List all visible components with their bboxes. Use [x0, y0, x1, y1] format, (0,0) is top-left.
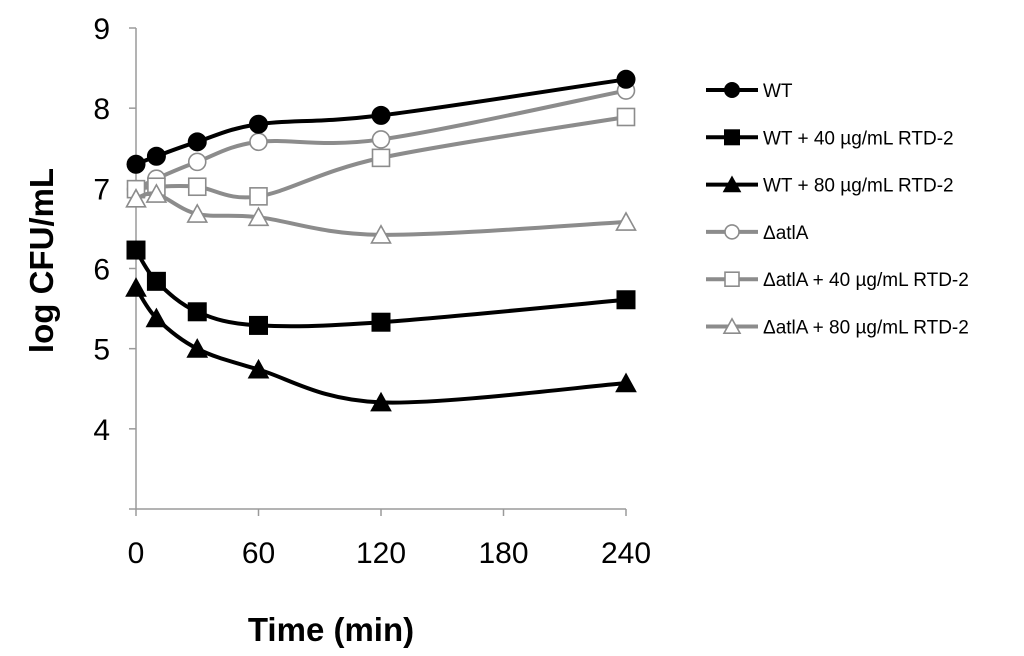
legend-marker-square	[724, 129, 740, 146]
data-point-wt-40-ug-ml-rtd-2-3	[249, 315, 268, 335]
y-tick-label: 6	[93, 254, 110, 287]
legend-label: WT	[763, 81, 793, 102]
data-point-delta-atla-3	[249, 132, 268, 152]
y-tick-label: 4	[93, 414, 110, 447]
data-point-delta-atla-40-ug-ml-rtd-2-2	[187, 177, 207, 197]
data-point-delta-atla-80-ug-ml-rtd-2-0	[125, 188, 147, 208]
data-point-wt-4	[371, 105, 391, 125]
data-point-delta-atla-40-ug-ml-rtd-2-4	[371, 148, 391, 168]
x-tick-label: 0	[128, 537, 145, 570]
legend-marker-square	[724, 271, 740, 288]
legend-marker-circle	[724, 82, 740, 98]
data-point-wt-1	[146, 146, 166, 166]
data-point-delta-atla-80-ug-ml-rtd-2-2	[186, 203, 209, 223]
data-point-wt-80-ug-ml-rtd-2-2	[186, 338, 209, 358]
data-point-wt-40-ug-ml-rtd-2-1	[146, 271, 166, 291]
x-tick-label: 60	[242, 537, 275, 570]
data-point-wt-0	[126, 154, 146, 174]
legend-marker-triangle	[722, 175, 742, 193]
legend-label: WT + 80 µg/mL RTD-2	[763, 176, 954, 197]
data-point-wt-80-ug-ml-rtd-2-1	[145, 307, 168, 328]
data-point-wt-80-ug-ml-rtd-2-5	[615, 372, 637, 393]
legend-item-wt-80-ug-ml-rtd-2: WT + 80 µg/mL RTD-2	[706, 175, 954, 197]
data-point-wt-80-ug-ml-rtd-2-0	[125, 277, 147, 297]
axis-labels: 4 5 6 7 8 9 0 60 120 180 240 Time (min) log CFU/mL	[23, 13, 651, 648]
data-point-delta-atla-4	[371, 130, 391, 149]
x-axis-title: Time (min)	[248, 611, 414, 648]
data-point-delta-atla-2	[187, 152, 207, 172]
data-point-wt-5	[616, 69, 636, 89]
legend-label: ΔatlA + 80 µg/mL RTD-2	[763, 318, 969, 339]
data-point-wt-40-ug-ml-rtd-2-2	[187, 302, 207, 322]
data-point-wt-40-ug-ml-rtd-2-5	[616, 290, 636, 310]
series-wt-80-ug-ml-rtd-2	[125, 277, 637, 412]
legend-item-delta-atla-40-ug-ml-rtd-2: ΔatlA + 40 µg/mL RTD-2	[706, 270, 969, 291]
data-point-wt-40-ug-ml-rtd-2-4	[371, 312, 391, 332]
data-point-wt-40-ug-ml-rtd-2-0	[126, 240, 146, 260]
plot-area	[125, 69, 637, 412]
y-tick-label: 7	[93, 173, 110, 206]
y-tick-label: 8	[93, 93, 110, 126]
legend-item-delta-atla-80-ug-ml-rtd-2: ΔatlA + 80 µg/mL RTD-2	[706, 317, 969, 339]
legend-label: ΔatlA + 40 µg/mL RTD-2	[763, 270, 969, 291]
y-tick-label: 5	[93, 334, 110, 367]
data-point-delta-atla-80-ug-ml-rtd-2-5	[615, 211, 637, 231]
y-tick-label: 9	[93, 13, 110, 46]
data-point-wt-80-ug-ml-rtd-2-3	[247, 358, 270, 379]
legend-item-wt-40-ug-ml-rtd-2: WT + 40 µg/mL RTD-2	[706, 128, 954, 149]
data-point-delta-atla-40-ug-ml-rtd-2-3	[249, 187, 268, 206]
x-tick-label: 180	[478, 537, 528, 570]
series-wt	[126, 69, 636, 174]
data-point-wt-80-ug-ml-rtd-2-4	[370, 391, 392, 412]
x-tick-label: 240	[601, 537, 651, 570]
data-point-wt-2	[187, 132, 207, 152]
series-delta-atla-80-ug-ml-rtd-2	[125, 183, 637, 244]
data-point-wt-3	[249, 114, 268, 134]
x-tick-label: 120	[356, 537, 406, 570]
legend-item-wt: WT	[706, 81, 793, 102]
legend: WT WT + 40 µg/mL RTD-2 WT + 80 µg/mL RTD-2…	[706, 81, 969, 339]
legend-marker-triangle	[722, 317, 742, 334]
series-wt-40-ug-ml-rtd-2	[126, 240, 636, 335]
legend-label: WT + 40 µg/mL RTD-2	[763, 128, 954, 149]
data-point-delta-atla-40-ug-ml-rtd-2-5	[616, 107, 636, 127]
data-point-delta-atla-80-ug-ml-rtd-2-1	[145, 183, 168, 203]
data-point-delta-atla-80-ug-ml-rtd-2-3	[247, 206, 270, 227]
data-point-delta-atla-80-ug-ml-rtd-2-4	[370, 224, 392, 244]
legend-item-delta-atla: ΔatlA	[706, 223, 809, 244]
legend-label: ΔatlA	[763, 223, 809, 244]
legend-marker-circle	[724, 224, 740, 240]
y-axis-title: log CFU/mL	[23, 168, 60, 353]
axes	[129, 27, 627, 516]
